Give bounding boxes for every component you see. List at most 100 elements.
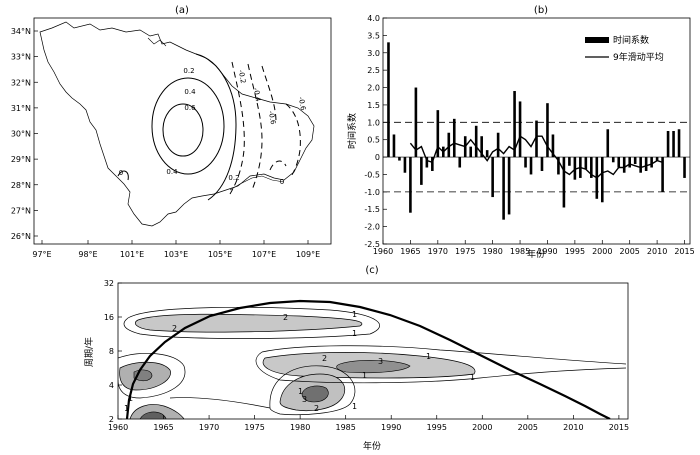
contour-neg0.4 (247, 63, 263, 191)
bar-2007 (639, 157, 642, 173)
contour-0-west (117, 170, 129, 181)
contour-4yr-outer (118, 353, 186, 399)
contour-neg0.6-a (261, 65, 277, 123)
region-right-core (336, 360, 411, 374)
lon-tick-label: 105°E (208, 250, 232, 259)
contour-lower-mid-outer (269, 365, 356, 416)
y-tick-label: 3.0 (367, 49, 380, 58)
bar-2004 (622, 157, 626, 173)
c-label-13: 3 (302, 395, 307, 404)
contour-0.6 (162, 103, 204, 157)
bar-1989 (540, 157, 544, 171)
label-neg0.4: -0.4 (252, 87, 262, 102)
bar-1997 (584, 157, 588, 170)
bar-1995 (573, 157, 577, 180)
y-tick-label: 2.5 (367, 66, 380, 75)
year-tick-label: 1970 (199, 423, 219, 432)
bar-1986 (524, 157, 527, 168)
bar-1982 (502, 157, 505, 220)
bar-1985 (518, 101, 522, 158)
x-tick-label: 1990 (537, 247, 557, 256)
panel-b-legend: 时间系数 9年滑动平均 (585, 34, 664, 63)
y-tick-label: 1.0 (367, 118, 380, 127)
bar-1991 (551, 134, 555, 158)
bar-1962 (392, 134, 396, 158)
region-lower-mid-core (301, 385, 329, 403)
bar-1987 (529, 157, 533, 175)
contour-0.4 (151, 77, 225, 175)
period-tick-label: 4 (109, 381, 114, 390)
year-tick-label: 2010 (563, 423, 583, 432)
label-0.6: 0.6 (184, 104, 196, 112)
bar-2012 (666, 131, 670, 158)
c-label-14: 2 (314, 404, 319, 413)
panel-a-frame (33, 17, 332, 245)
y-tick-label: 1.5 (367, 101, 380, 110)
bar-1969 (431, 157, 434, 171)
period-tick-label: 16 (104, 313, 114, 322)
label-neg0.6-b: -0.6 (297, 96, 307, 111)
bar-1988 (535, 120, 538, 158)
bar-1973 (452, 118, 456, 158)
y-tick-label: -0.5 (364, 170, 380, 179)
x-tick-label: 1970 (428, 247, 448, 256)
bar-1970 (436, 110, 440, 158)
bar-1976 (469, 146, 473, 158)
x-tick-label: 1965 (400, 247, 420, 256)
label-0.2: 0.2 (183, 67, 194, 75)
bar-2006 (633, 157, 637, 165)
panel-c-y-ticks: 2 4 8 16 32 (104, 279, 122, 424)
panel-b-y-ticks: -2.5 -2.0 -1.5 -1.0 -0.5 0 0.5 1.0 1.5 2.0 2.5 3.0 3… (364, 14, 387, 249)
panel-a-label: (a) (175, 5, 189, 16)
panel-a-lat-ticks: 26°N 27°N 28°N 29°N 30°N 31°N 32°N 33°N 34°N (11, 27, 38, 241)
panel-c-xlabel: 年份 (363, 440, 381, 452)
x-tick-label: 2000 (592, 247, 612, 256)
label-0-west: 0 (119, 169, 123, 177)
x-tick-label: 2005 (620, 247, 640, 256)
bar-2013 (672, 131, 675, 158)
legend-bar-label: 时间系数 (613, 34, 649, 46)
panel-c-ylabel: 周期/年 (83, 337, 95, 367)
bar-1980 (491, 157, 494, 198)
c-label-5: 1 (128, 394, 133, 403)
bar-2008 (644, 157, 648, 171)
panel-b-xlabel: 年份 (527, 248, 545, 260)
bar-1979 (485, 150, 489, 158)
bar-2014 (677, 129, 681, 158)
c-label-10: 1 (470, 373, 475, 382)
label-0.4-lower: 0.4 (166, 168, 178, 176)
year-tick-label: 1965 (153, 423, 173, 432)
panel-b-reference-lines (383, 121, 690, 193)
period-tick-label: 32 (104, 279, 114, 288)
bar-2001 (606, 129, 610, 158)
lat-tick-label: 28°N (11, 181, 31, 190)
region-16yr (135, 313, 363, 333)
panel-a-lon-ticks: 97°E 98°E 101°E 103°E 105°E 107°E 109°E (32, 240, 320, 259)
contour-16yr-outer (123, 306, 380, 339)
label-0-east: 0 (280, 178, 284, 186)
bar-1984 (513, 91, 516, 158)
period-tick-label: 2 (109, 415, 114, 424)
x-tick-label: 1985 (510, 247, 530, 256)
year-tick-label: 1990 (381, 423, 401, 432)
lon-tick-label: 98°E (78, 250, 97, 259)
panel-b-ylabel: 时间系数 (346, 113, 358, 149)
lon-tick-label: 109°E (296, 250, 320, 259)
bar-1993 (562, 157, 566, 208)
contour-neg0.6-b (285, 103, 301, 179)
bar-1994 (568, 157, 571, 166)
lon-tick-label: 107°E (252, 250, 276, 259)
lat-tick-label: 33°N (11, 53, 31, 62)
label-neg0.6-a: -0.6 (267, 110, 277, 125)
bar-1964 (403, 157, 407, 173)
y-tick-label: -2.5 (364, 240, 380, 249)
panel-b: (b) -2.5 -2.0 -1.5 -1.0 -0.5 0 0.5 1.0 1.5 2.0 2.5… (346, 5, 695, 260)
year-tick-label: 1975 (244, 423, 264, 432)
lon-tick-label: 103°E (164, 250, 188, 259)
panel-b-moving-average-line (409, 135, 663, 179)
bar-1963 (398, 157, 401, 161)
bar-1966 (414, 87, 418, 158)
c-label-2: 1 (352, 310, 357, 319)
panel-b-label: (b) (534, 5, 548, 16)
